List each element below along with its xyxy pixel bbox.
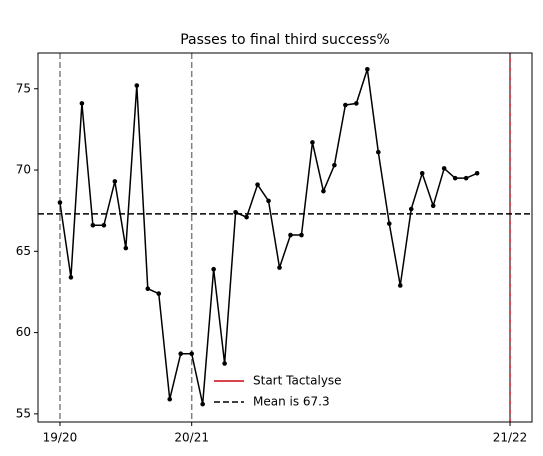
- data-point: [123, 245, 129, 251]
- data-point: [167, 396, 173, 402]
- data-point: [299, 232, 304, 238]
- data-point: [277, 265, 282, 270]
- data-point: [332, 162, 337, 168]
- data-point: [200, 401, 205, 407]
- data-point: [474, 170, 480, 176]
- data-point: [134, 83, 140, 88]
- data-point: [397, 283, 403, 288]
- data-point: [145, 286, 151, 292]
- x-tick-label: 20/21: [174, 431, 209, 445]
- data-point: [222, 361, 227, 366]
- y-tick-label: 75: [16, 81, 31, 95]
- data-point: [68, 275, 74, 280]
- data-point: [178, 351, 184, 357]
- x-tick-label: 19/20: [43, 431, 78, 445]
- data-point: [112, 179, 118, 184]
- data-point: [266, 198, 271, 204]
- y-tick-label: 55: [16, 406, 31, 420]
- data-point: [288, 232, 293, 238]
- data-point: [211, 266, 216, 272]
- data-point: [430, 203, 436, 209]
- data-point: [321, 188, 326, 194]
- data-point: [90, 223, 96, 228]
- data-line: [59, 69, 478, 405]
- data-point: [101, 223, 107, 228]
- y-tick-label: 70: [16, 163, 31, 177]
- x-tick-label: 21/22: [493, 431, 528, 445]
- data-point: [244, 214, 249, 220]
- y-tick-label: 65: [16, 244, 31, 258]
- chart-title: Passes to final third success%: [180, 32, 390, 48]
- data-point: [354, 101, 359, 106]
- data-point: [376, 149, 381, 155]
- data-point: [156, 291, 162, 296]
- plot-frame: [37, 52, 533, 423]
- data-point: [189, 351, 194, 357]
- data-point: [463, 175, 469, 181]
- data-point: [79, 101, 85, 106]
- y-tick-label: 60: [16, 325, 31, 339]
- data-point: [386, 221, 392, 226]
- data-point: [233, 210, 238, 215]
- data-point: [441, 166, 447, 171]
- legend-label: Start Tactalyse: [253, 374, 342, 388]
- legend-label: Mean is 67.3: [253, 395, 330, 409]
- data-point: [408, 206, 414, 212]
- data-point: [310, 140, 315, 145]
- data-point: [57, 200, 63, 205]
- data-point: [365, 66, 370, 72]
- data-point: [255, 182, 260, 187]
- data-point: [419, 170, 425, 176]
- data-point: [452, 175, 458, 181]
- data-point: [343, 102, 348, 108]
